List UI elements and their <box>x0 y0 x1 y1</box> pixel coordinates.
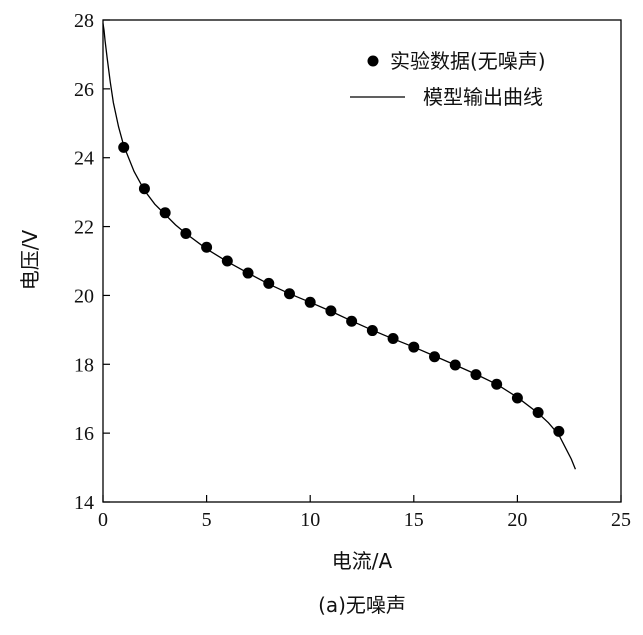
x-tick-label: 10 <box>300 509 320 531</box>
y-axis-title: 电压/V <box>18 229 42 290</box>
data-point <box>346 315 358 327</box>
x-tick-label: 25 <box>611 509 631 531</box>
data-point <box>180 227 192 239</box>
data-point <box>491 378 503 390</box>
x-tick-label: 20 <box>507 509 527 531</box>
y-tick-label: 16 <box>74 423 94 445</box>
plot-frame <box>102 19 622 503</box>
y-tick-label: 28 <box>74 10 94 32</box>
data-point <box>138 183 150 195</box>
y-tick-label: 22 <box>74 217 94 239</box>
data-point <box>408 341 420 353</box>
data-point <box>532 406 544 418</box>
y-tick-label: 14 <box>74 492 94 514</box>
data-point <box>325 305 337 317</box>
plot-border <box>102 19 622 503</box>
data-point <box>429 351 441 363</box>
data-point <box>553 425 565 437</box>
data-point <box>201 241 213 253</box>
legend: 实验数据(无噪声) 模型输出曲线 <box>350 49 546 109</box>
y-tick-label: 24 <box>74 148 94 170</box>
data-point <box>470 369 482 381</box>
data-point <box>221 255 233 267</box>
data-point <box>304 296 316 308</box>
data-point <box>159 207 171 219</box>
data-point <box>387 332 399 344</box>
axis-ticks: 0 5 10 15 20 25 14 16 18 20 22 24 26 28 <box>74 10 631 531</box>
y-tick-label: 26 <box>74 79 94 101</box>
figure-caption: (a)无噪声 <box>318 593 406 617</box>
data-point <box>242 267 254 279</box>
x-tick-label: 0 <box>98 509 108 531</box>
data-point <box>263 277 275 289</box>
data-point <box>118 141 130 153</box>
legend-label-scatter: 实验数据(无噪声) <box>390 49 546 73</box>
data-point <box>511 392 523 404</box>
x-tick-label: 5 <box>202 509 212 531</box>
y-tick-label: 18 <box>74 354 94 376</box>
legend-label-line: 模型输出曲线 <box>423 85 543 109</box>
x-axis-title: 电流/A <box>332 549 393 573</box>
data-point <box>366 325 378 337</box>
series-layer <box>102 23 577 470</box>
data-point <box>449 359 461 371</box>
x-tick-label: 15 <box>404 509 424 531</box>
y-tick-label: 20 <box>74 285 94 307</box>
data-point <box>283 288 295 300</box>
legend-marker-scatter <box>367 55 379 67</box>
